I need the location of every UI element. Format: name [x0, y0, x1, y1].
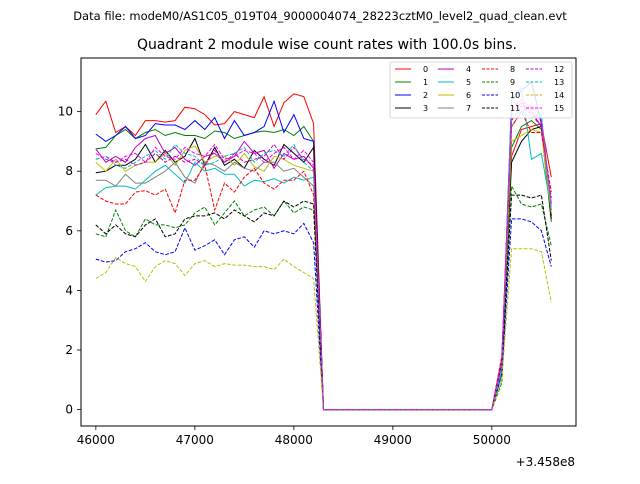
- series-line-2: [95, 80, 552, 411]
- legend-label-3: 3: [423, 104, 428, 113]
- series-line-10: [95, 218, 552, 411]
- legend-label-14: 14: [554, 91, 564, 100]
- legend-label-10: 10: [510, 91, 520, 100]
- series-line-4: [95, 102, 552, 411]
- series-line-1: [95, 119, 552, 411]
- y-tick-label: 10: [58, 105, 73, 119]
- plot-area: [95, 80, 552, 411]
- x-axis: 46000 47000 48000 49000 50000: [77, 426, 511, 447]
- y-tick-label: 8: [65, 164, 73, 178]
- series-line-9: [95, 184, 552, 411]
- legend-label-7: 7: [466, 104, 471, 113]
- legend-label-5: 5: [466, 78, 471, 87]
- series-line-5: [95, 86, 552, 411]
- y-tick-label: 0: [65, 403, 73, 417]
- x-tick-label: 49000: [374, 433, 412, 447]
- chart-title: Quadrant 2 module wise count rates with …: [137, 37, 517, 53]
- x-tick-label: 47000: [176, 433, 214, 447]
- x-tick-label: 50000: [473, 433, 511, 447]
- legend-label-13: 13: [554, 78, 564, 87]
- y-tick-label: 6: [65, 224, 73, 238]
- y-axis: 0 2 4 6 8 10: [58, 105, 81, 417]
- legend-label-6: 6: [466, 91, 471, 100]
- y-tick-label: 4: [65, 283, 73, 297]
- legend-label-9: 9: [510, 78, 515, 87]
- legend-label-11: 11: [510, 104, 520, 113]
- chart-suptitle: Data file: modeM0/AS1C05_019T04_90000040…: [73, 9, 567, 23]
- legend-box: [389, 61, 573, 119]
- series-line-11: [95, 194, 552, 411]
- legend-label-0: 0: [423, 65, 428, 74]
- y-tick-label: 2: [65, 343, 73, 357]
- legend-label-2: 2: [423, 91, 428, 100]
- series-line-0: [95, 93, 552, 411]
- legend-label-15: 15: [554, 104, 564, 113]
- series-line-13: [95, 111, 552, 411]
- legend-label-1: 1: [423, 78, 428, 87]
- series-line-3: [95, 125, 552, 411]
- series-line-8: [95, 110, 552, 411]
- series-line-15: [95, 99, 552, 411]
- axes-frame: [80, 57, 577, 427]
- legend-label-8: 8: [510, 65, 515, 74]
- series-line-14: [95, 248, 552, 411]
- x-tick-label: 46000: [77, 433, 115, 447]
- legend-label-12: 12: [554, 65, 564, 74]
- x-tick-label: 48000: [275, 433, 313, 447]
- legend-label-4: 4: [466, 65, 471, 74]
- x-offset-label: +3.458e8: [516, 455, 575, 469]
